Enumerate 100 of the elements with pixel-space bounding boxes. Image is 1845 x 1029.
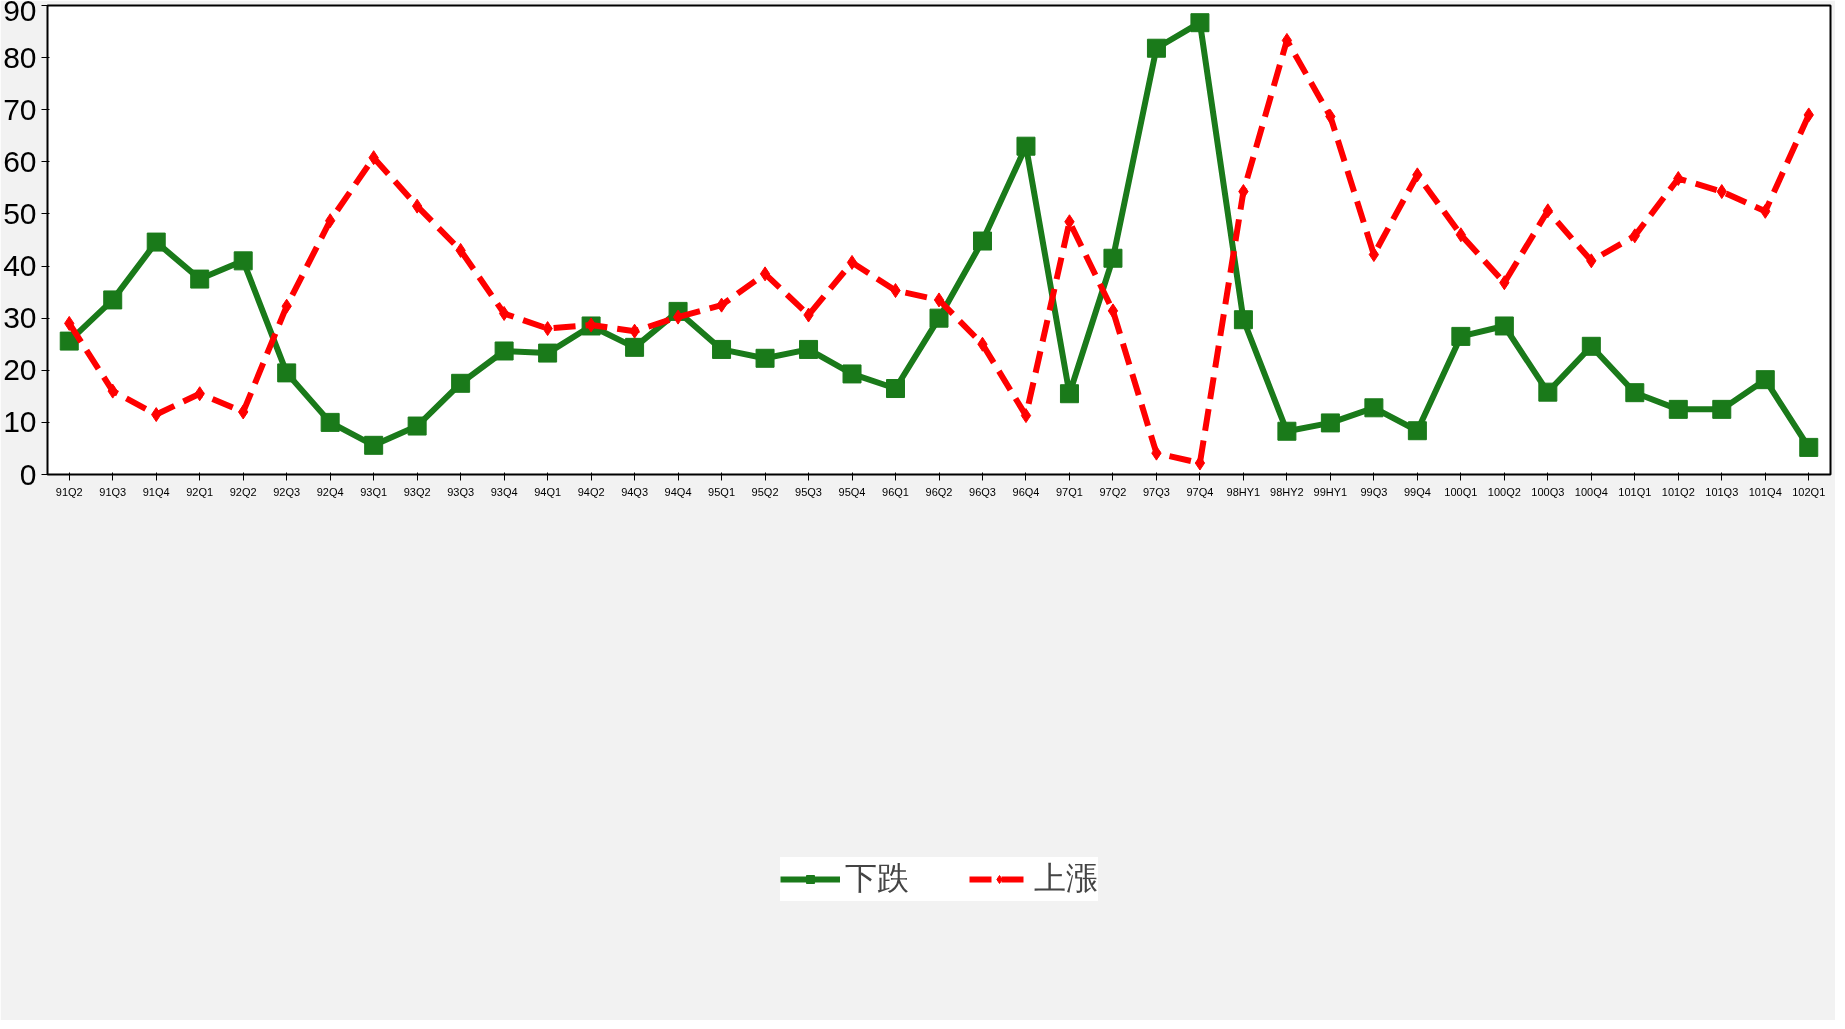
x-tick-label: 100Q2 <box>1487 485 1521 498</box>
x-tick-label: 92Q2 <box>229 485 257 498</box>
y-tick-label: 50 <box>3 196 37 230</box>
point <box>1020 408 1032 424</box>
x-tick-label: 93Q4 <box>490 485 518 498</box>
x-tick-label: 92Q1 <box>186 485 214 498</box>
point <box>1103 248 1123 268</box>
point <box>755 348 775 368</box>
point <box>1407 421 1427 441</box>
x-tick-label: 97Q1 <box>1056 485 1083 498</box>
y-tick-label: 40 <box>3 249 37 283</box>
point <box>1320 413 1340 433</box>
point <box>1625 383 1645 403</box>
point <box>972 231 992 251</box>
x-tick-label: 99Q3 <box>1360 485 1388 498</box>
x-tick-label: 101Q2 <box>1661 485 1695 498</box>
point <box>1799 437 1819 457</box>
y-tick-label: 0 <box>19 457 37 491</box>
legend-label: 上漲 <box>1033 858 1098 899</box>
point <box>1368 247 1380 263</box>
point <box>625 337 645 357</box>
point <box>320 412 340 432</box>
x-tick-label: 101Q4 <box>1748 485 1782 498</box>
legend-label: 下跌 <box>844 858 909 899</box>
x-tick-label: 91Q2 <box>55 485 83 498</box>
point <box>538 343 558 363</box>
x-tick-label: 91Q3 <box>99 485 127 498</box>
x-tick-label: 93Q3 <box>447 485 475 498</box>
point <box>1190 13 1210 33</box>
x-tick-label: 98HY1 <box>1226 485 1261 498</box>
x-tick-label: 101Q1 <box>1618 485 1652 498</box>
x-tick-label: 101Q3 <box>1705 485 1739 498</box>
point <box>1059 384 1079 404</box>
x-tick-label: 95Q4 <box>838 485 866 498</box>
point <box>364 435 384 455</box>
x-tick-label: 99HY1 <box>1313 485 1348 498</box>
point <box>1146 38 1166 58</box>
point <box>1494 316 1514 336</box>
point <box>672 309 684 325</box>
x-tick-label: 93Q2 <box>403 485 431 498</box>
x-tick-label: 96Q4 <box>1012 485 1040 498</box>
point <box>929 308 949 328</box>
point <box>1581 336 1601 356</box>
x-tick-label: 96Q3 <box>969 485 996 498</box>
y-tick-label: 70 <box>3 92 37 126</box>
point <box>1712 399 1732 419</box>
x-tick-label: 93Q1 <box>360 485 388 498</box>
x-tick-label: 91Q4 <box>142 485 170 498</box>
point <box>1325 109 1336 124</box>
y-tick-label: 60 <box>3 144 37 178</box>
x-tick-label: 95Q1 <box>708 485 736 498</box>
point <box>1455 227 1467 243</box>
y-tick-label: 90 <box>3 0 37 27</box>
point <box>407 416 427 436</box>
point <box>146 232 166 252</box>
point <box>1281 32 1293 48</box>
x-tick-label: 92Q3 <box>273 485 301 498</box>
x-tick-label: 97Q3 <box>1142 485 1170 498</box>
point <box>846 254 858 270</box>
point <box>494 341 514 361</box>
x-tick-label: 97Q2 <box>1099 485 1127 498</box>
x-tick-label: 96Q1 <box>882 485 909 498</box>
x-tick-label: 99Q4 <box>1403 485 1431 498</box>
point <box>277 363 297 383</box>
point <box>886 379 906 399</box>
x-tick-label: 94Q3 <box>621 485 649 498</box>
x-tick-label: 100Q4 <box>1574 485 1608 498</box>
x-tick-label: 94Q1 <box>534 485 562 498</box>
y-tick-label: 30 <box>3 301 37 335</box>
point <box>498 305 510 321</box>
point <box>233 251 253 271</box>
point <box>759 266 771 282</box>
x-tick-label: 102Q1 <box>1792 485 1826 498</box>
x-tick-label: 94Q2 <box>577 485 605 498</box>
point <box>103 290 123 310</box>
point <box>1755 370 1775 390</box>
point <box>1538 382 1558 402</box>
y-tick-label: 80 <box>3 40 37 74</box>
point <box>1668 399 1688 419</box>
point <box>451 373 471 393</box>
x-tick-label: 92Q4 <box>316 485 344 498</box>
x-tick-label: 97Q4 <box>1186 485 1214 498</box>
x-tick-label: 96Q2 <box>925 485 953 498</box>
x-tick-label: 95Q2 <box>751 485 779 498</box>
point <box>1107 303 1119 319</box>
x-tick-label: 94Q4 <box>664 485 692 498</box>
point <box>1364 398 1384 418</box>
y-tick-label: 10 <box>3 405 37 439</box>
point <box>712 339 732 359</box>
point <box>1016 136 1036 156</box>
point <box>1277 421 1297 441</box>
point <box>842 364 862 384</box>
point <box>1451 326 1471 346</box>
point <box>411 198 423 214</box>
point <box>1233 310 1253 330</box>
point <box>933 292 945 308</box>
x-tick-label: 100Q3 <box>1531 485 1565 498</box>
x-tick-label: 95Q3 <box>795 485 822 498</box>
x-tick-label: 98HY2 <box>1270 485 1304 498</box>
x-tick-label: 100Q1 <box>1444 485 1478 498</box>
